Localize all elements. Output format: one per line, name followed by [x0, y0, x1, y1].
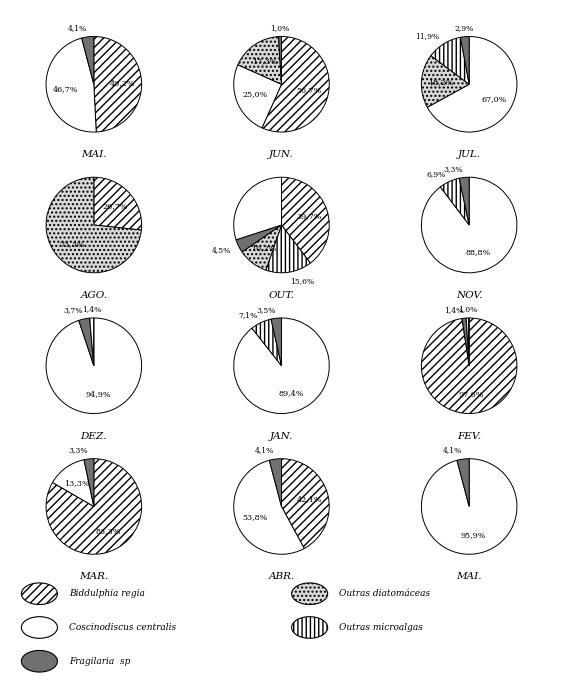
Wedge shape: [421, 459, 517, 554]
Text: OUT.: OUT.: [269, 291, 294, 300]
Wedge shape: [431, 38, 469, 84]
Text: 95,9%: 95,9%: [460, 531, 486, 539]
Text: 88,8%: 88,8%: [466, 248, 491, 256]
Text: 4,5%: 4,5%: [212, 246, 231, 254]
Wedge shape: [271, 318, 282, 366]
Wedge shape: [46, 177, 141, 272]
Text: 1,4%: 1,4%: [444, 306, 463, 313]
Wedge shape: [462, 318, 469, 366]
Wedge shape: [234, 65, 282, 128]
Text: 3,3%: 3,3%: [444, 165, 463, 173]
Wedge shape: [459, 177, 469, 225]
Text: 4,1%: 4,1%: [68, 24, 87, 33]
Wedge shape: [466, 318, 469, 366]
Text: 3,5%: 3,5%: [256, 306, 275, 313]
Text: 83,3%: 83,3%: [95, 528, 121, 535]
Wedge shape: [266, 225, 310, 272]
Wedge shape: [234, 177, 282, 240]
Text: 1,0%: 1,0%: [270, 24, 289, 32]
Text: 6,9%: 6,9%: [427, 170, 446, 178]
Wedge shape: [262, 36, 329, 132]
Text: 39,7%: 39,7%: [296, 212, 321, 220]
Text: ABR.: ABR.: [269, 573, 294, 582]
Text: 7,1%: 7,1%: [238, 311, 257, 319]
Text: 18,2%: 18,2%: [428, 79, 453, 86]
Text: JUL.: JUL.: [458, 150, 481, 159]
Wedge shape: [421, 177, 517, 272]
Text: 1,0%: 1,0%: [458, 305, 477, 313]
Text: JAN.: JAN.: [270, 432, 293, 441]
Text: Biddulphia regia: Biddulphia regia: [69, 589, 145, 598]
Text: 89,4%: 89,4%: [278, 389, 303, 397]
Wedge shape: [279, 36, 282, 84]
Circle shape: [21, 583, 57, 605]
Wedge shape: [46, 318, 142, 414]
Wedge shape: [282, 177, 329, 263]
Wedge shape: [46, 38, 96, 132]
Wedge shape: [236, 225, 282, 252]
Text: DEZ.: DEZ.: [81, 432, 107, 441]
Text: 11,9%: 11,9%: [415, 33, 439, 40]
Wedge shape: [242, 225, 282, 270]
Wedge shape: [238, 37, 282, 84]
Text: 4,1%: 4,1%: [255, 447, 274, 455]
Wedge shape: [94, 36, 142, 132]
Wedge shape: [234, 460, 304, 554]
Wedge shape: [94, 177, 142, 230]
Text: NOV.: NOV.: [456, 291, 482, 300]
Wedge shape: [461, 36, 469, 84]
Wedge shape: [84, 459, 94, 507]
Text: 53,8%: 53,8%: [242, 513, 267, 521]
Text: AGO.: AGO.: [81, 291, 108, 300]
Wedge shape: [282, 459, 329, 548]
Circle shape: [21, 651, 57, 672]
Text: 42,1%: 42,1%: [297, 496, 322, 503]
Text: 10,2%: 10,2%: [251, 244, 277, 252]
Wedge shape: [252, 319, 282, 366]
Text: 15,6%: 15,6%: [291, 277, 315, 285]
Text: MAR.: MAR.: [79, 573, 109, 582]
Text: 94,9%: 94,9%: [86, 390, 111, 398]
Wedge shape: [421, 318, 517, 414]
Text: MAI.: MAI.: [81, 150, 106, 159]
Text: 17,3%: 17,3%: [252, 57, 278, 65]
Circle shape: [21, 616, 57, 638]
Circle shape: [292, 583, 328, 605]
Text: Outras diatomáceas: Outras diatomáceas: [339, 589, 430, 598]
Text: 67,0%: 67,0%: [481, 95, 507, 103]
Wedge shape: [79, 318, 94, 366]
Text: JUN.: JUN.: [269, 150, 294, 159]
Text: MAI.: MAI.: [457, 573, 482, 582]
Text: Fragilaria  sp: Fragilaria sp: [69, 657, 130, 666]
Wedge shape: [90, 318, 94, 366]
Text: 56,7%: 56,7%: [297, 86, 322, 95]
Wedge shape: [457, 459, 469, 507]
Circle shape: [292, 616, 328, 638]
Text: 46,7%: 46,7%: [53, 85, 78, 92]
Wedge shape: [46, 459, 142, 554]
Text: 13,3%: 13,3%: [64, 480, 90, 487]
Wedge shape: [269, 459, 282, 507]
Wedge shape: [427, 36, 517, 132]
Text: 49,2%: 49,2%: [110, 79, 135, 88]
Text: 1,4%: 1,4%: [82, 305, 101, 313]
Text: Coscinodiscus centralis: Coscinodiscus centralis: [69, 623, 176, 632]
Text: FEV.: FEV.: [457, 432, 481, 441]
Text: 4,1%: 4,1%: [443, 447, 462, 455]
Wedge shape: [440, 179, 469, 225]
Text: 26,7%: 26,7%: [102, 202, 128, 210]
Text: 2,9%: 2,9%: [454, 24, 473, 32]
Text: 3,3%: 3,3%: [69, 446, 88, 455]
Wedge shape: [421, 56, 469, 107]
Text: 73,3%: 73,3%: [60, 240, 85, 248]
Text: 25,0%: 25,0%: [242, 90, 267, 99]
Wedge shape: [52, 459, 94, 507]
Text: 97,6%: 97,6%: [459, 391, 484, 398]
Wedge shape: [234, 318, 329, 414]
Text: Outras microalgas: Outras microalgas: [339, 623, 423, 632]
Wedge shape: [82, 36, 94, 84]
Text: 3,7%: 3,7%: [63, 306, 82, 315]
